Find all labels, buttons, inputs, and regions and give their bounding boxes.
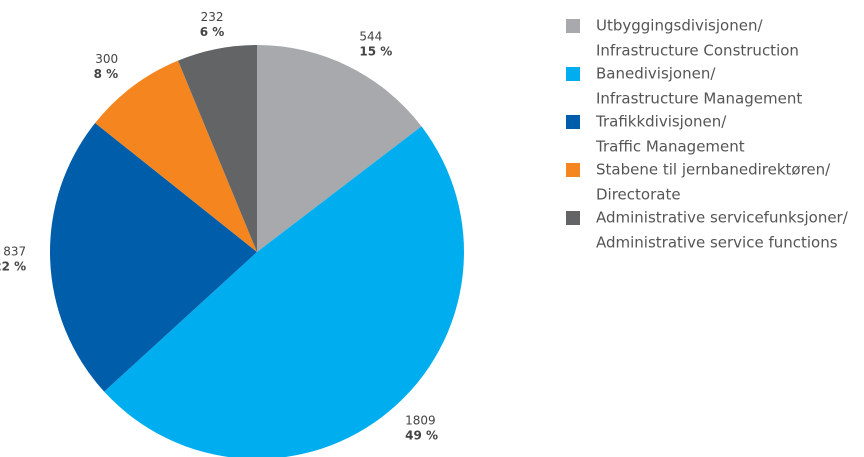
legend-label: Infrastructure Construction <box>596 42 799 60</box>
legend-label: Utbyggingsdivisjonen/ <box>596 17 763 35</box>
legend-swatch <box>566 67 580 81</box>
slice-value-label: 544 <box>359 29 382 43</box>
legend-swatch <box>566 211 580 225</box>
slice-value-label: 837 <box>3 244 26 258</box>
pie-slice <box>104 126 464 457</box>
legend-swatch <box>566 19 580 33</box>
legend-label: Administrative service functions <box>596 234 838 252</box>
slice-percent-label: 49 % <box>405 429 438 443</box>
pie-slice <box>95 60 257 253</box>
slice-percent-label: 8 % <box>94 67 119 81</box>
legend-swatch <box>566 163 580 177</box>
legend-label: Administrative servicefunksjoner/ <box>596 209 849 227</box>
legend-label: Traffic Management <box>595 138 745 156</box>
slice-percent-label: 22 % <box>0 259 26 273</box>
pie-slice <box>50 123 258 392</box>
slice-value-label: 232 <box>201 10 224 24</box>
slice-value-label: 300 <box>95 52 118 66</box>
legend-label: Stabene til jernbanedirektøren/ <box>596 161 831 179</box>
slice-percent-label: 6 % <box>200 25 225 39</box>
legend-label: Infrastructure Management <box>596 90 802 108</box>
legend-label: Trafikkdivisjonen/ <box>595 113 727 131</box>
slice-value-label: 1809 <box>405 414 436 428</box>
legend-label: Banedivisjonen/ <box>596 65 716 83</box>
slice-percent-label: 15 % <box>359 44 392 58</box>
pie-slice <box>177 45 257 252</box>
pie-slice <box>257 45 422 252</box>
legend-label: Directorate <box>596 186 681 204</box>
legend-swatch <box>566 115 580 129</box>
